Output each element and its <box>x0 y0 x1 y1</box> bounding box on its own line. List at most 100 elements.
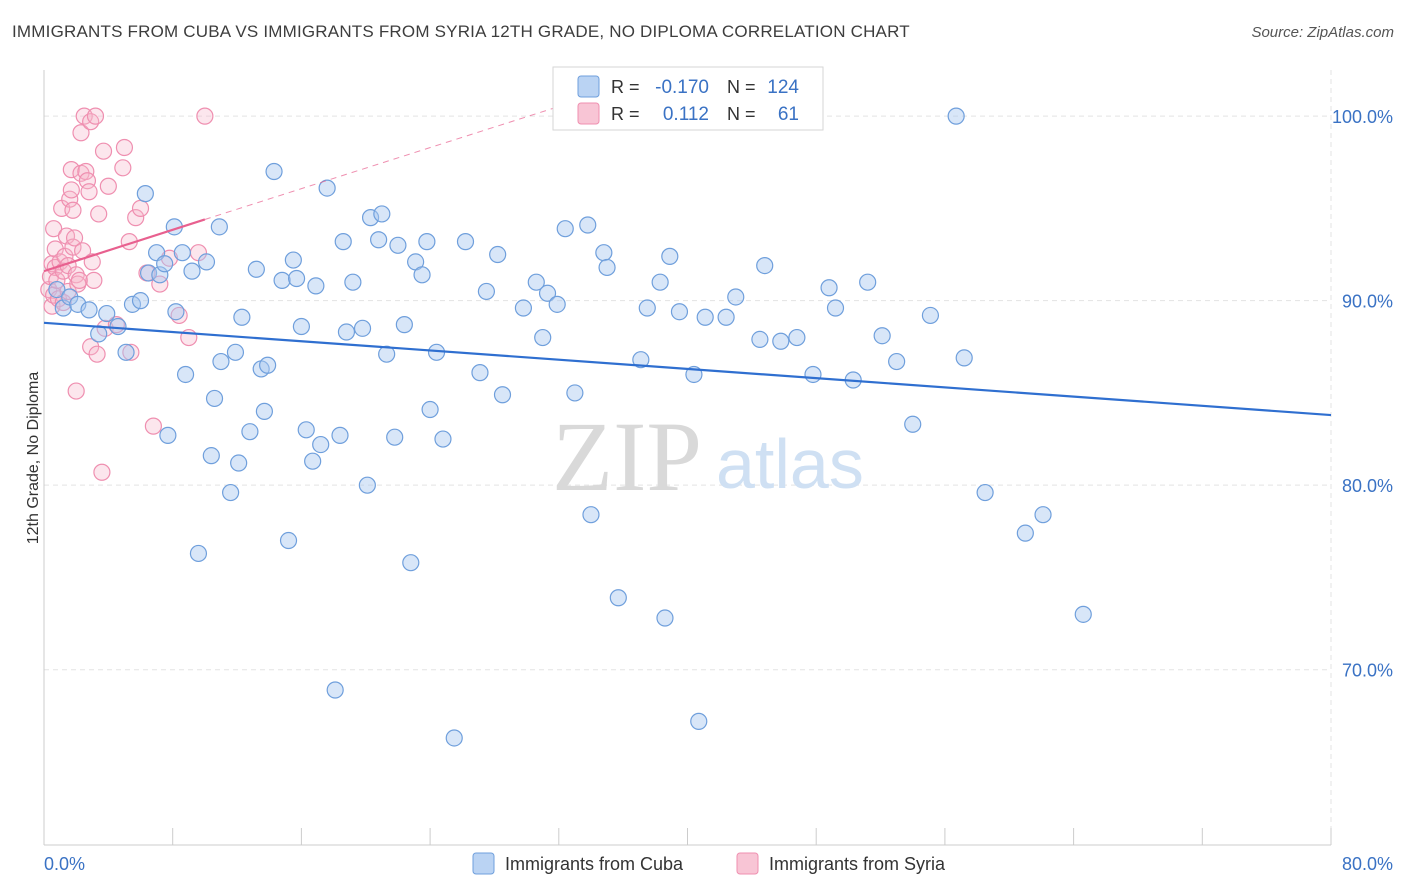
syria-point-4 <box>45 220 63 238</box>
cuba-point-89 <box>651 273 669 291</box>
cuba-point-52 <box>344 273 362 291</box>
cuba-point-4 <box>80 301 98 319</box>
cuba-point-91 <box>661 247 679 265</box>
cuba-point-101 <box>788 328 806 347</box>
cuba-point-83 <box>582 506 600 524</box>
syria-point-55 <box>151 275 169 293</box>
syria-trend-extension <box>204 100 576 220</box>
cuba-point-114 <box>1016 524 1034 542</box>
stats-cuba-n-label: N = <box>727 77 756 97</box>
cuba-point-38 <box>273 271 291 289</box>
cuba-point-36 <box>259 356 277 374</box>
syria-point-23 <box>65 229 84 247</box>
stats-cuba-r-label: R = <box>611 77 640 97</box>
cuba-point-60 <box>389 236 407 254</box>
cuba-point-99 <box>756 256 774 275</box>
cuba-point-76 <box>527 273 545 291</box>
cuba-point-85 <box>598 258 616 277</box>
cuba-point-78 <box>538 284 557 302</box>
watermark: ZIP atlas <box>552 401 864 512</box>
x-tick-label-0: 0.0% <box>44 854 85 874</box>
cuba-point-64 <box>413 266 431 284</box>
cuba-point-49 <box>331 426 349 444</box>
bottom-legend-cuba-swatch <box>472 852 495 875</box>
cuba-point-47 <box>318 179 336 197</box>
cuba-point-62 <box>402 554 420 572</box>
stats-syria-r-value: 0.112 <box>663 104 709 125</box>
cuba-point-10 <box>131 292 150 310</box>
syria-point-51 <box>127 209 145 227</box>
cuba-point-42 <box>292 317 310 336</box>
stats-cuba-n-value: 124 <box>767 77 799 98</box>
syria-point-20 <box>62 161 80 179</box>
stats-legend-syria-swatch <box>577 102 600 125</box>
cuba-point-95 <box>696 308 714 326</box>
x-tick-label-1: 80.0% <box>1342 854 1393 874</box>
cuba-point-51 <box>337 323 356 341</box>
cuba-point-40 <box>284 251 302 269</box>
cuba-point-110 <box>921 306 940 325</box>
cuba-point-14 <box>151 266 169 284</box>
cuba-point-73 <box>489 245 507 264</box>
cuba-point-26 <box>210 218 228 236</box>
syria-point-48 <box>115 138 134 157</box>
y-tick-label-0: 70.0% <box>1342 661 1393 681</box>
syria-point-21 <box>64 201 82 219</box>
cuba-point-45 <box>307 277 325 295</box>
cuba-point-11 <box>136 185 154 203</box>
cuba-point-24 <box>202 447 220 465</box>
cuba-point-29 <box>226 343 245 361</box>
bottom-legend-syria-swatch <box>736 852 759 875</box>
cuba-point-80 <box>556 220 574 238</box>
bottom-legend-syria-label: Immigrants from Syria <box>769 854 946 874</box>
cuba-point-96 <box>717 308 735 326</box>
cuba-point-111 <box>947 107 965 125</box>
syria-point-43 <box>94 142 113 160</box>
cuba-point-35 <box>255 402 273 420</box>
syria-point-8 <box>48 271 66 289</box>
tick-labels: 70.0% 80.0% 90.0% 100.0% 0.0% 80.0% <box>44 107 1393 874</box>
cuba-point-98 <box>751 330 769 349</box>
cuba-point-21 <box>183 262 201 280</box>
cuba-point-106 <box>859 273 877 291</box>
cuba-point-18 <box>167 303 185 321</box>
cuba-point-113 <box>976 483 994 502</box>
cuba-point-58 <box>378 345 396 363</box>
cuba-point-87 <box>632 351 650 369</box>
cuba-point-71 <box>471 364 489 382</box>
cuba-point-81 <box>566 384 584 402</box>
cuba-point-97 <box>727 288 745 306</box>
bottom-legend-cuba-label: Immigrants from Cuba <box>505 854 684 874</box>
syria-point-10 <box>51 253 69 271</box>
cuba-point-69 <box>445 729 463 747</box>
syria-point-27 <box>70 271 88 289</box>
cuba-point-30 <box>230 454 248 472</box>
cuba-point-88 <box>638 299 656 317</box>
cuba-point-54 <box>358 476 376 494</box>
cuba-point-56 <box>370 231 388 249</box>
syria-trend-line <box>43 218 206 273</box>
cuba-point-44 <box>304 452 322 470</box>
cuba-point-100 <box>772 332 790 350</box>
syria-point-34 <box>80 183 98 201</box>
watermark-zip: ZIP <box>552 401 702 512</box>
cuba-point-28 <box>222 483 240 502</box>
cuba-point-90 <box>656 609 674 627</box>
cuba-point-103 <box>820 279 838 297</box>
syria-point-47 <box>114 159 132 177</box>
cuba-point-20 <box>176 365 195 384</box>
cuba-point-37 <box>265 162 283 181</box>
cuba-point-19 <box>173 244 191 262</box>
syria-point-52 <box>131 199 150 217</box>
cuba-point-41 <box>287 269 306 288</box>
cuba-trend-line <box>43 321 1332 417</box>
cuba-point-112 <box>955 349 973 367</box>
cuba-point-57 <box>373 205 391 223</box>
cuba-point-8 <box>117 343 135 361</box>
cuba-point-27 <box>212 352 230 371</box>
cuba-point-0 <box>48 280 66 299</box>
syria-point-39 <box>86 107 105 125</box>
syria-point-40 <box>88 345 106 363</box>
cuba-point-25 <box>205 389 224 408</box>
